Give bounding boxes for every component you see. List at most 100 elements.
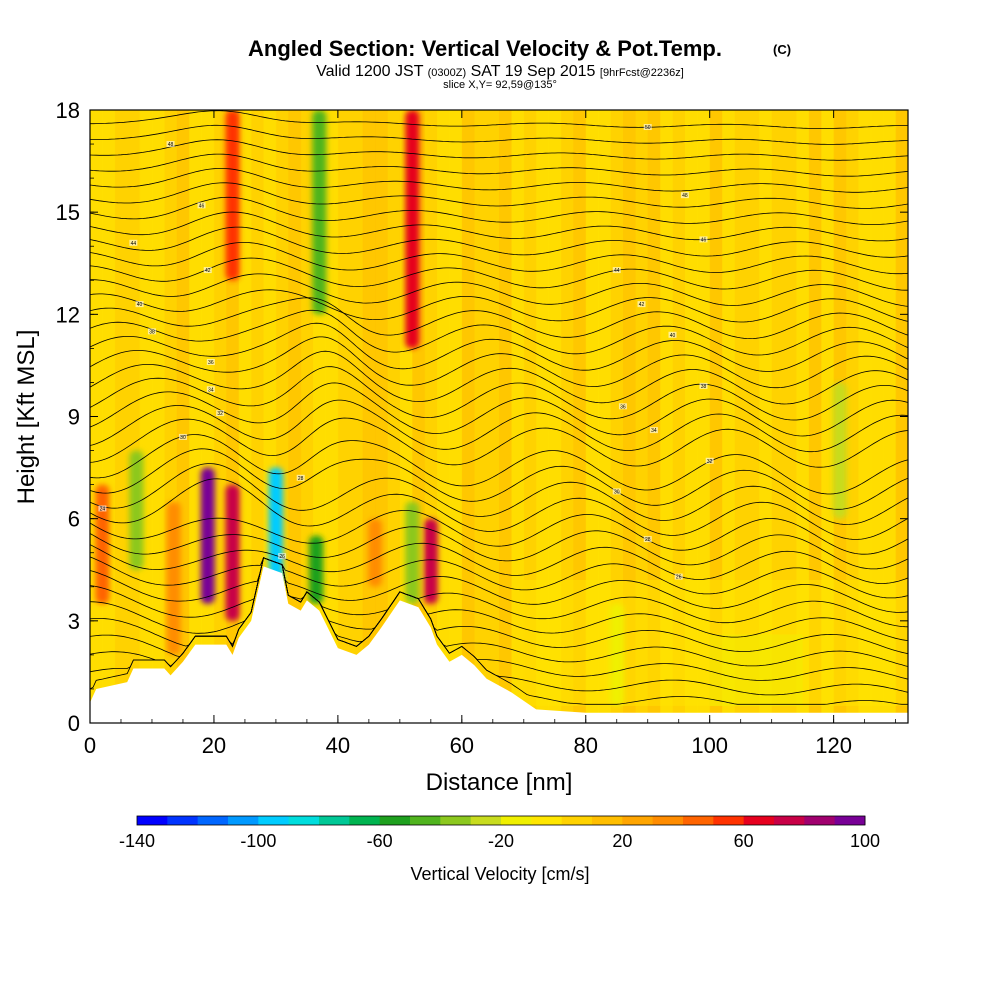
colorbar-swatch (288, 816, 320, 825)
contour-label-bg (147, 328, 156, 335)
y-tick-label: 6 (68, 507, 80, 532)
velocity-cell (166, 501, 181, 655)
velocity-cell (225, 484, 240, 621)
isentrope-line (90, 557, 908, 655)
velocity-cell (95, 484, 110, 604)
texture-strip (709, 110, 723, 723)
texture-strip (536, 110, 550, 723)
colorbar-swatch (622, 816, 654, 825)
texture-strip (796, 110, 810, 723)
texture-strip (846, 110, 859, 723)
texture-strip (523, 110, 537, 723)
isentrope-line (90, 448, 908, 510)
contour-label-bg (699, 382, 708, 389)
isentrope-line (90, 196, 908, 225)
colorbar-label: Vertical Velocity [cm/s] (410, 864, 589, 884)
contour-label: 32 (707, 459, 713, 465)
terrain-mask (90, 566, 908, 723)
texture-strip (449, 110, 463, 723)
isentrope-line (90, 557, 908, 628)
contour-label-bg (699, 236, 708, 243)
x-axis: 0 20 40 60 80 100 120 (84, 110, 897, 758)
isentrope-line (90, 434, 908, 495)
plot-area: 48 46 44 42 40 38 36 34 32 30 28 26 24 50 48 46 44 42 40 38… (90, 110, 908, 723)
velocity-cell (609, 603, 624, 706)
texture-strip (784, 110, 797, 723)
y-tick-label: 9 (68, 405, 80, 430)
colorbar-tick-label: 100 (850, 831, 880, 851)
isentrope-line (90, 110, 908, 129)
isentrope-line (90, 139, 908, 161)
texture-strip (201, 110, 215, 723)
texture-strip (647, 110, 661, 723)
contour-label: 42 (639, 302, 645, 308)
velocity-columns (95, 110, 847, 706)
contour-label: 26 (676, 575, 682, 581)
contour-label-bg (674, 573, 683, 580)
texture-strip (139, 110, 153, 723)
contour-label: 36 (620, 404, 626, 410)
colorbar-swatch (167, 816, 199, 825)
contour-labels: 48 46 44 42 40 38 36 34 32 30 28 26 24 50 48 46 44 42 40 38… (98, 124, 714, 581)
contour-label: 46 (701, 237, 707, 243)
contour-label: 34 (208, 387, 214, 393)
contour-label-bg (668, 331, 677, 338)
x-tick-label: 100 (691, 733, 728, 758)
texture-strip (734, 110, 748, 723)
isentrope-line (90, 417, 908, 468)
colorbar-tick-label: -140 (119, 831, 155, 851)
isentrope-line (90, 463, 908, 525)
texture-strip (858, 110, 872, 723)
isentrope-line (90, 211, 908, 242)
texture-strip (870, 110, 884, 723)
contour-label: 30 (180, 435, 186, 441)
colorbar-swatch (137, 816, 168, 825)
colorbar-swatch (228, 816, 259, 825)
texture-strip (238, 110, 252, 723)
isentrope-line (90, 557, 908, 641)
x-axis-label: Distance [nm] (426, 769, 573, 796)
contour-label-bg (612, 267, 621, 274)
y-axis-label: Height [Kft MSL] (13, 330, 40, 505)
texture-strip (127, 110, 141, 723)
colorbar-swatch (470, 816, 502, 825)
contour-label: 48 (682, 193, 688, 199)
contour-label-bg (178, 433, 187, 440)
velocity-cell (405, 501, 420, 604)
colorbar-tick-label: -20 (488, 831, 514, 851)
contour-label: 28 (645, 537, 651, 543)
texture-strip (189, 110, 203, 723)
y-tick-label: 15 (56, 200, 80, 225)
isentrope-line (90, 542, 908, 584)
contour-label-bg (637, 301, 646, 308)
colorbar-swatch (197, 816, 229, 825)
texture-strip (114, 110, 128, 723)
velocity-cell (225, 110, 240, 281)
colorbar-tick-label: 20 (612, 831, 632, 851)
isentrope-line (90, 257, 908, 291)
contour-label: 46 (199, 203, 205, 209)
texture-strip (598, 110, 612, 723)
x-tick-label: 120 (815, 733, 852, 758)
contour-label-bg (166, 141, 175, 148)
texture-strip (362, 110, 376, 723)
valid-prefix: Valid 1200 JST (316, 63, 424, 80)
contour-label: 28 (298, 476, 304, 482)
velocity-texture (90, 110, 908, 723)
velocity-cell (368, 518, 383, 587)
contour-label: 50 (645, 125, 651, 131)
texture-strip (486, 110, 500, 723)
contour-label-bg (649, 427, 658, 434)
contour-label: 40 (670, 333, 676, 339)
texture-strip (672, 110, 686, 723)
texture-strip (499, 110, 512, 723)
isentrope-line (90, 399, 908, 453)
velocity-cell (832, 382, 847, 519)
isentrope-line (90, 182, 908, 209)
contour-label-bg (296, 474, 305, 481)
forecast-info: [9hrFcst@2236z] (600, 67, 684, 79)
isentrope-line (90, 366, 908, 421)
colorbar-swatch (349, 816, 381, 825)
isentrope-line (90, 309, 908, 356)
colorbar-tick-label: -60 (367, 831, 393, 851)
